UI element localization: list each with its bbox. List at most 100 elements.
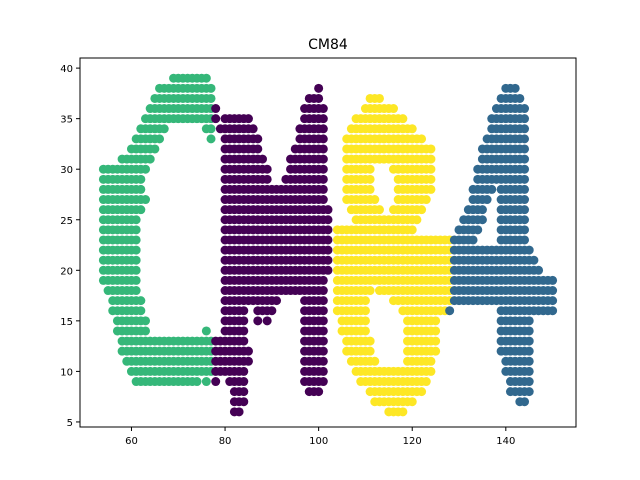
- scatter-point: [524, 326, 534, 336]
- scatter-point: [253, 316, 263, 326]
- scatter-point: [243, 356, 253, 366]
- scatter-point: [374, 93, 384, 103]
- scatter-point: [520, 174, 530, 184]
- x-axis: 60 80 100 120 140: [125, 427, 515, 447]
- scatter-point: [318, 316, 328, 326]
- scatter-point: [262, 316, 272, 326]
- scatter-point: [314, 83, 324, 93]
- scatter-point: [417, 387, 427, 397]
- scatter-point: [407, 225, 417, 235]
- scatter-point: [520, 164, 530, 174]
- points-layer: [98, 73, 558, 417]
- scatter-point: [445, 306, 455, 316]
- scatter-point: [239, 366, 249, 376]
- scatter-point: [520, 215, 530, 225]
- scatter-point: [257, 154, 267, 164]
- scatter-point: [520, 134, 530, 144]
- scatter-point: [318, 366, 328, 376]
- scatter-point: [534, 265, 544, 275]
- scatter-point: [155, 134, 165, 144]
- x-tick-label: 80: [219, 436, 232, 447]
- scatter-point: [482, 195, 492, 205]
- scatter-point: [520, 397, 530, 407]
- scatter-point: [314, 387, 324, 397]
- scatter-point: [323, 265, 333, 275]
- scatter-point: [131, 215, 141, 225]
- scatter-point: [426, 164, 436, 174]
- scatter-point: [131, 245, 141, 255]
- scatter-point: [426, 144, 436, 154]
- scatter-point: [398, 114, 408, 124]
- scatter-point: [211, 104, 221, 114]
- scatter-point: [365, 346, 375, 356]
- scatter-point: [365, 286, 375, 296]
- scatter-point: [141, 316, 151, 326]
- y-tick-label: 15: [60, 317, 73, 328]
- scatter-point: [318, 154, 328, 164]
- scatter-point: [248, 124, 258, 134]
- scatter-point: [318, 195, 328, 205]
- scatter-point: [524, 377, 534, 387]
- scatter-point: [136, 174, 146, 184]
- scatter-point: [206, 134, 216, 144]
- scatter-point: [407, 124, 417, 134]
- scatter-point: [360, 326, 370, 336]
- scatter-point: [145, 154, 155, 164]
- scatter-point: [136, 205, 146, 215]
- scatter-point: [360, 316, 370, 326]
- y-tick-label: 35: [60, 115, 73, 126]
- y-tick-label: 25: [60, 216, 73, 227]
- plot-frame: [79, 57, 577, 428]
- scatter-point: [360, 296, 370, 306]
- scatter-point: [201, 377, 211, 387]
- scatter-point: [318, 346, 328, 356]
- scatter-point: [206, 124, 216, 134]
- scatter-point: [239, 377, 249, 387]
- scatter-point: [524, 245, 534, 255]
- scatter-point: [426, 184, 436, 194]
- scatter-point: [323, 225, 333, 235]
- scatter-point: [141, 164, 151, 174]
- scatter-point: [239, 326, 249, 336]
- scatter-point: [524, 336, 534, 346]
- scatter-point: [206, 83, 216, 93]
- scatter-point: [253, 144, 263, 154]
- scatter-point: [318, 356, 328, 366]
- scatter-point: [323, 255, 333, 265]
- scatter-point: [524, 366, 534, 376]
- scatter-point: [131, 265, 141, 275]
- x-tick-label: 140: [496, 436, 515, 447]
- scatter-point: [398, 407, 408, 417]
- scatter-point: [520, 154, 530, 164]
- scatter-point: [239, 387, 249, 397]
- scatter-point: [323, 245, 333, 255]
- scatter-point: [318, 114, 328, 124]
- scatter-point: [323, 215, 333, 225]
- scatter-point: [318, 377, 328, 387]
- scatter-point: [365, 184, 375, 194]
- scatter-point: [267, 306, 277, 316]
- x-tick-label: 60: [125, 436, 138, 447]
- scatter-point: [131, 225, 141, 235]
- scatter-point: [524, 346, 534, 356]
- scatter-point: [426, 356, 436, 366]
- scatter-point: [365, 336, 375, 346]
- scatter-point: [473, 225, 483, 235]
- scatter-point: [426, 154, 436, 164]
- scatter-point: [374, 205, 384, 215]
- scatter-point: [192, 377, 202, 387]
- scatter-point: [131, 235, 141, 245]
- scatter-point: [431, 326, 441, 336]
- scatter-point: [136, 184, 146, 194]
- scatter-point: [243, 114, 253, 124]
- scatter-point: [426, 366, 436, 376]
- scatter-point: [141, 195, 151, 205]
- scatter-point: [136, 296, 146, 306]
- scatter-point: [510, 83, 520, 93]
- scatter-point: [318, 184, 328, 194]
- scatter-point: [477, 215, 487, 225]
- scatter-point: [524, 316, 534, 326]
- scatter-point: [253, 134, 263, 144]
- scatter-point: [412, 215, 422, 225]
